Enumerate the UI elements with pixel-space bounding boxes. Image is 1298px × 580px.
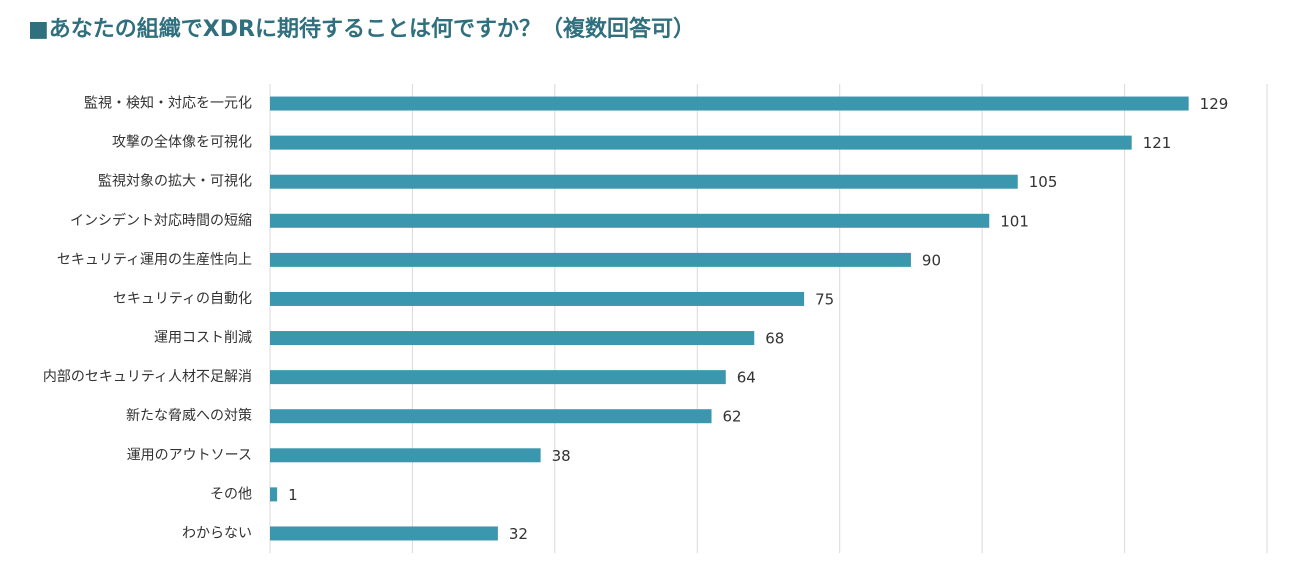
category-label: セキュリティの自動化 <box>113 291 252 307</box>
bar <box>270 213 990 228</box>
bar <box>270 291 805 306</box>
category-label: 新たな脅威への対策 <box>126 407 252 424</box>
value-label: 105 <box>1029 173 1058 191</box>
bar <box>270 174 1018 189</box>
chart-title: ■あなたの組織でXDRに期待することは何ですか？（複数回答可） <box>28 16 695 42</box>
bar <box>270 252 911 267</box>
value-label: 68 <box>765 330 784 348</box>
bar <box>270 526 498 541</box>
category-label: わからない <box>182 525 252 541</box>
category-label: インシデント対応時間の短縮 <box>70 212 252 229</box>
bar <box>270 331 755 346</box>
category-label: 内部のセキュリティ人材不足解消 <box>43 369 252 385</box>
bar <box>270 448 541 463</box>
value-label: 129 <box>1200 95 1229 113</box>
bar <box>270 487 278 502</box>
category-label: セキュリティ運用の生産性向上 <box>57 252 252 268</box>
bar <box>270 96 1189 111</box>
value-label: 121 <box>1143 134 1172 152</box>
value-label: 38 <box>552 447 571 465</box>
value-label: 64 <box>737 369 756 387</box>
value-label: 32 <box>509 525 528 543</box>
category-label: 運用コスト削減 <box>154 329 252 346</box>
bar <box>270 135 1132 150</box>
category-label: 監視・検知・対応を一元化 <box>84 95 252 112</box>
category-label: 監視対象の拡大・可視化 <box>98 173 252 190</box>
bar <box>270 370 726 385</box>
value-label: 90 <box>922 251 941 269</box>
value-label: 75 <box>815 290 834 308</box>
category-label: 攻撃の全体像を可視化 <box>112 134 252 151</box>
category-label: その他 <box>210 486 252 502</box>
bar <box>270 409 712 424</box>
value-label: 62 <box>723 408 742 426</box>
category-label: 運用のアウトソース <box>127 447 252 463</box>
value-label: 1 <box>288 486 298 504</box>
value-label: 101 <box>1000 212 1029 230</box>
